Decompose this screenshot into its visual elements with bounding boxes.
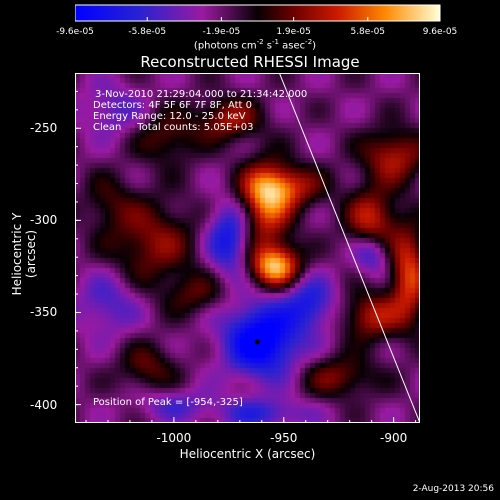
x-axis-label: Heliocentric X (arcsec) [179, 447, 316, 461]
colorbar-gradient [75, 4, 441, 22]
plot-date-stamp: 2-Aug-2013 20:56 [412, 484, 494, 494]
colorbar-tick-label-4: 5.8e-05 [350, 27, 386, 37]
x-tick-label-2: -900 [380, 431, 408, 445]
y-tick-label-3: -400 [30, 397, 58, 412]
colorbar-unit-label: (photons cm-2 s-1 asec-2) [193, 38, 317, 52]
chart-title: Reconstructed RHESSI Image [140, 53, 360, 71]
colorbar [75, 4, 441, 22]
solar-limb-line [278, 73, 420, 423]
colorbar-tick-marks [75, 17, 441, 21]
colorbar-tick-label-2: -1.9e-05 [202, 27, 241, 37]
colorbar-tick-label-3: 1.9e-05 [276, 27, 311, 37]
x-tick-label-0: -1000 [156, 431, 192, 445]
y-tick-label-2: -350 [30, 305, 58, 320]
y-tick-marks [75, 73, 81, 423]
info-line-3: Energy Range: 12.0 - 25.0 keV [93, 111, 246, 122]
plot-frame [75, 73, 420, 423]
peak-position-label: Position of Peak = [-954,-325] [93, 397, 243, 408]
y-axis-label: Heliocentric Y (arcsec) [10, 212, 38, 296]
info-line-1: 3-Nov-2010 21:29:04.000 to 21:34:42.000 [95, 89, 308, 100]
peak-marker [254, 339, 260, 345]
y-tick-label-1: -300 [30, 213, 58, 228]
heatmap-image [75, 73, 420, 423]
info-line-4: Clean Total counts: 5.05E+03 [93, 122, 254, 133]
x-tick-marks [85, 417, 417, 423]
info-line-2: Detectors: 4F 5F 6F 7F 8F, Att 0 [93, 100, 253, 111]
x-tick-label-1: -950 [270, 431, 298, 445]
colorbar-tick-label-5: 9.6e-05 [422, 27, 458, 37]
colorbar-tick-label-0: -9.6e-05 [56, 27, 94, 37]
colorbar-tick-label-1: -5.8e-05 [128, 27, 167, 37]
plot-overlay [75, 73, 420, 423]
plot-area: 3-Nov-2010 21:29:04.000 to 21:34:42.000 … [75, 73, 420, 423]
y-tick-label-0: -250 [30, 121, 58, 136]
